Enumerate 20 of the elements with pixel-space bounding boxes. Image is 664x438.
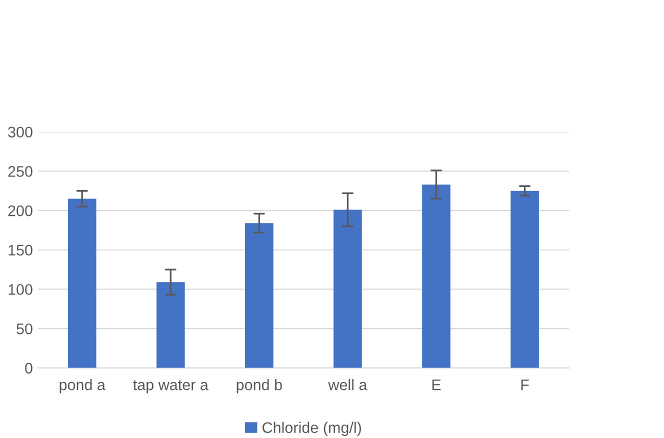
y-tick-label: 0 (25, 362, 32, 374)
x-tick-label: well a (328, 379, 368, 390)
bar (510, 190, 539, 368)
y-tick-label: 100 (8, 284, 32, 295)
legend-label: Chloride (mg/l) (262, 422, 361, 436)
y-tick-label: 150 (8, 244, 32, 256)
x-tick-label: pond a (60, 379, 106, 394)
x-tick-label: tap water a (133, 380, 208, 394)
bar (245, 223, 274, 368)
x-tick-label: E (432, 380, 441, 390)
y-tick-label: 200 (8, 205, 32, 216)
x-tick-label: F (521, 380, 529, 390)
bar (334, 210, 362, 368)
y-tick-label: 250 (8, 166, 32, 177)
y-tick-label: 300 (8, 126, 32, 138)
bar (156, 282, 185, 368)
bar (68, 198, 96, 368)
bar (422, 184, 450, 368)
y-tick-label: 50 (16, 323, 32, 334)
x-tick-label: pond b (236, 379, 282, 394)
